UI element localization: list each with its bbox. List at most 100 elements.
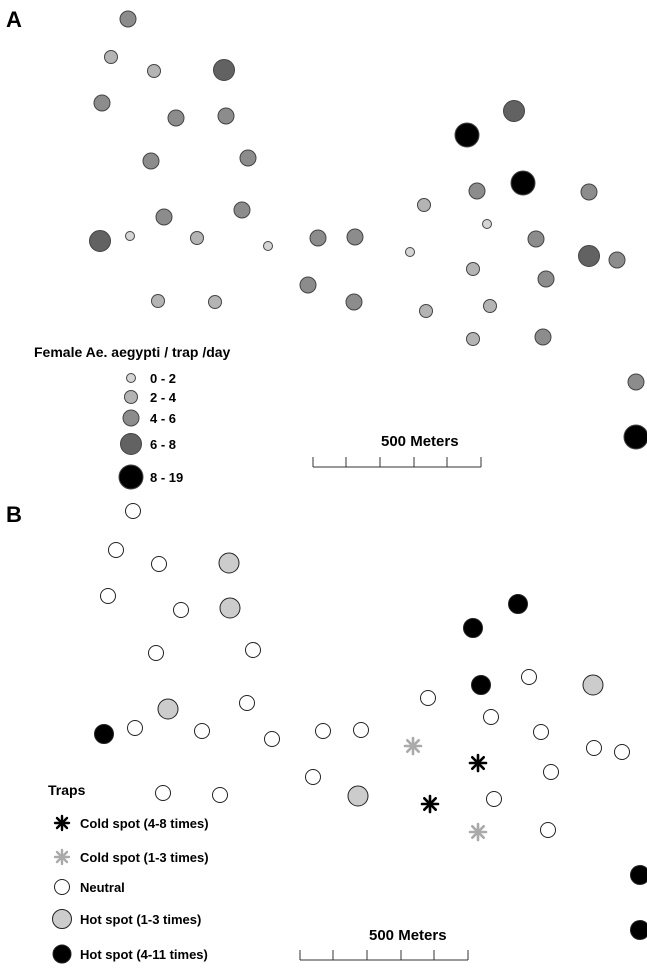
trap-a bbox=[623, 424, 647, 450]
trap-a bbox=[239, 149, 257, 167]
trap-a bbox=[147, 64, 161, 78]
trap-neutral bbox=[315, 723, 331, 739]
trap-hot-spot-high bbox=[94, 724, 114, 744]
trap-neutral bbox=[305, 769, 321, 785]
legend-swatch bbox=[122, 409, 140, 427]
legend-swatch bbox=[120, 433, 142, 455]
trap-a bbox=[482, 219, 492, 229]
trap-a bbox=[213, 59, 235, 81]
trap-a bbox=[466, 262, 480, 276]
legend-swatch bbox=[118, 464, 144, 490]
panel-a: A bbox=[6, 7, 647, 490]
trap-a bbox=[125, 231, 135, 241]
trap-a bbox=[93, 94, 111, 112]
trap-neutral bbox=[543, 764, 559, 780]
trap-hot-spot-high bbox=[463, 618, 483, 638]
legend-title: Traps bbox=[48, 782, 86, 798]
trap-a bbox=[151, 294, 165, 308]
trap-neutral bbox=[173, 602, 189, 618]
legend-label: Cold spot (1-3 times) bbox=[80, 850, 209, 865]
trap-a bbox=[510, 170, 536, 196]
trap-hot-spot-low bbox=[157, 698, 179, 720]
panel-a-scale-bar: 500 Meters bbox=[312, 433, 482, 468]
trap-a bbox=[142, 152, 160, 170]
trap-neutral bbox=[540, 822, 556, 838]
trap-a bbox=[104, 50, 118, 64]
asterisk-gray-swatch bbox=[53, 848, 71, 866]
trap-neutral bbox=[264, 731, 280, 747]
trap-neutral bbox=[239, 695, 255, 711]
trap-hot-spot-low bbox=[347, 785, 369, 807]
legend-label: 6 - 8 bbox=[150, 437, 176, 452]
trap-hot-spot-high bbox=[508, 594, 528, 614]
trap-neutral bbox=[125, 503, 141, 519]
trap-hot-spot-low bbox=[219, 597, 241, 619]
panel-b-letter: B bbox=[6, 502, 22, 527]
trap-neutral bbox=[245, 642, 261, 658]
trap-cold-spot-low bbox=[403, 736, 423, 756]
trap-a bbox=[89, 230, 111, 252]
trap-a bbox=[263, 241, 273, 251]
trap-a bbox=[580, 183, 598, 201]
trap-cold-spot-high bbox=[420, 794, 440, 814]
panel-b-cold-spots bbox=[403, 736, 488, 842]
trap-neutral bbox=[533, 724, 549, 740]
trap-neutral bbox=[586, 740, 602, 756]
trap-cold-spot-high bbox=[468, 753, 488, 773]
panel-a-traps bbox=[89, 10, 647, 450]
trap-a bbox=[233, 201, 251, 219]
legend-label: 4 - 6 bbox=[150, 411, 176, 426]
legend-label: 2 - 4 bbox=[150, 390, 177, 405]
trap-hot-spot-high bbox=[630, 865, 647, 885]
circle-black-swatch bbox=[52, 944, 72, 964]
trap-a bbox=[405, 247, 415, 257]
trap-a bbox=[483, 299, 497, 313]
circle-gray-swatch bbox=[52, 909, 72, 929]
trap-a bbox=[468, 182, 486, 200]
trap-cold-spot-low bbox=[468, 822, 488, 842]
panel-a-letter: A bbox=[6, 7, 22, 32]
trap-a bbox=[627, 373, 645, 391]
trap-neutral bbox=[194, 723, 210, 739]
trap-hot-spot-high bbox=[630, 920, 647, 940]
trap-a bbox=[309, 229, 327, 247]
trap-hot-spot-low bbox=[218, 552, 240, 574]
trap-neutral bbox=[420, 690, 436, 706]
trap-neutral bbox=[483, 709, 499, 725]
legend-label: Neutral bbox=[80, 880, 125, 895]
panel-b: B bbox=[6, 502, 647, 964]
trap-a bbox=[345, 293, 363, 311]
legend-label: Cold spot (4-8 times) bbox=[80, 816, 209, 831]
legend-swatch bbox=[124, 390, 138, 404]
panel-b-traps bbox=[94, 503, 647, 940]
legend-swatch bbox=[126, 373, 136, 383]
trap-neutral bbox=[155, 785, 171, 801]
trap-a bbox=[217, 107, 235, 125]
trap-a bbox=[578, 245, 600, 267]
trap-a bbox=[503, 100, 525, 122]
trap-a bbox=[190, 231, 204, 245]
trap-hot-spot-high bbox=[471, 675, 491, 695]
legend-label: Hot spot (1-3 times) bbox=[80, 912, 201, 927]
scale-label: 500 Meters bbox=[369, 927, 447, 944]
trap-a bbox=[346, 228, 364, 246]
panel-b-scale-bar: 500 Meters bbox=[299, 927, 469, 961]
scale-label: 500 Meters bbox=[381, 433, 459, 450]
trap-a bbox=[208, 295, 222, 309]
trap-neutral bbox=[108, 542, 124, 558]
trap-a bbox=[537, 270, 555, 288]
trap-neutral bbox=[486, 791, 502, 807]
trap-neutral bbox=[521, 669, 537, 685]
trap-neutral bbox=[100, 588, 116, 604]
legend-label: 0 - 2 bbox=[150, 371, 176, 386]
trap-a bbox=[417, 198, 431, 212]
trap-a bbox=[466, 332, 480, 346]
legend-label: 8 - 19 bbox=[150, 470, 183, 485]
trap-a bbox=[419, 304, 433, 318]
trap-neutral bbox=[148, 645, 164, 661]
trap-a bbox=[608, 251, 626, 269]
circle-white-swatch bbox=[54, 879, 70, 895]
trap-neutral bbox=[127, 720, 143, 736]
trap-neutral bbox=[151, 556, 167, 572]
